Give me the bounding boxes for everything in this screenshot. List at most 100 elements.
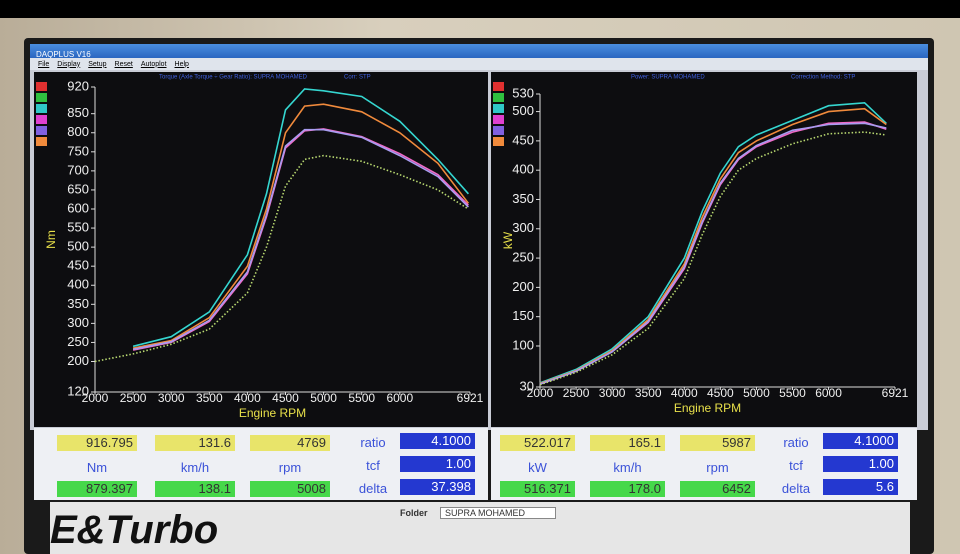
series-line (132, 88, 469, 348)
series-line (94, 154, 469, 363)
series-line (132, 128, 469, 351)
readout-value: 178.0 (590, 481, 665, 497)
x-tick-label: 4500 (707, 386, 734, 400)
x-axis-label: Engine RPM (674, 401, 741, 415)
readout-value: 4769 (250, 435, 330, 451)
readout-unit: km/h (613, 460, 642, 475)
menu-item[interactable]: Autoplot (140, 60, 167, 68)
x-axis-label: Engine RPM (239, 406, 306, 420)
x-tick-label: 3000 (599, 386, 626, 400)
x-tick-label: 3000 (158, 391, 185, 405)
y-tick-label: 250 (512, 250, 534, 265)
x-tick-label: 6000 (815, 386, 842, 400)
x-tick-label: 2000 (527, 386, 554, 400)
setting-value[interactable]: 1.00 (400, 456, 475, 472)
setting-label: ratio (783, 435, 809, 450)
y-tick-label: 450 (512, 132, 534, 147)
y-tick-label: 300 (512, 220, 534, 235)
readout-unit: kW (528, 460, 547, 475)
series-line (539, 131, 887, 386)
y-axis-label: Nm (44, 230, 58, 249)
setting-label: tcf (789, 458, 803, 473)
y-tick-label: 600 (67, 200, 89, 215)
y-tick-label: 500 (512, 103, 534, 118)
y-tick-label: 30 (520, 378, 534, 393)
x-tick-label: 6921 (457, 391, 484, 405)
readout-value: 165.1 (590, 435, 665, 451)
y-axis-label: kW (501, 231, 515, 249)
y-tick-label: 400 (512, 162, 534, 177)
y-tick-label: 350 (67, 296, 89, 311)
readout-value: 516.371 (500, 481, 575, 497)
y-tick-label: 300 (67, 315, 89, 330)
readout-unit: Nm (86, 460, 108, 475)
x-tick-label: 5500 (348, 391, 375, 405)
readout-value: 879.397 (57, 481, 137, 497)
series-line (539, 122, 887, 385)
series-line (132, 103, 470, 349)
legend-swatch (36, 104, 47, 113)
folder-name: SUPRA MOHAMED (440, 507, 557, 519)
setting-value[interactable]: 37.398 (400, 479, 475, 495)
readout-value: 138.1 (155, 481, 235, 497)
legend-swatch (493, 82, 504, 91)
y-tick-label: 200 (512, 279, 534, 294)
y-tick-label: 750 (67, 143, 89, 158)
x-tick-label: 5000 (743, 386, 770, 400)
menu-item[interactable]: Display (57, 60, 81, 68)
readout-value: 6452 (680, 481, 755, 497)
y-tick-label: 550 (67, 220, 89, 235)
y-tick-label: 120 (67, 383, 89, 398)
legend-swatch (36, 82, 47, 91)
footer-strip: E&Turbo Folder SUPRA MOHAMED (50, 502, 910, 554)
legend-swatch (493, 126, 504, 135)
menu-item[interactable]: Help (174, 60, 189, 68)
x-tick-label: 4000 (671, 386, 698, 400)
setting-label: delta (781, 481, 811, 496)
legend-swatch (493, 104, 504, 113)
series-line (539, 107, 887, 385)
top-band (0, 0, 960, 18)
y-tick-label: 920 (67, 78, 89, 93)
y-tick-label: 250 (67, 334, 89, 349)
readout-value: 5008 (250, 481, 330, 497)
legend-swatch (36, 137, 47, 146)
readout-unit: km/h (180, 460, 210, 475)
title-bar: DAQPLUS V16 (30, 44, 928, 59)
window-title: DAQPLUS V16 (36, 50, 91, 59)
menu-item[interactable]: Setup (88, 60, 107, 68)
y-tick-label: 650 (67, 181, 89, 196)
x-tick-label: 4000 (234, 391, 261, 405)
x-tick-label: 2500 (120, 391, 147, 405)
readout-unit: rpm (706, 460, 729, 475)
setting-value[interactable]: 4.1000 (823, 433, 898, 449)
setting-label: tcf (366, 458, 380, 473)
readout-value: 5987 (680, 435, 755, 451)
readout-unit: rpm (278, 460, 302, 475)
x-tick-label: 5500 (779, 386, 806, 400)
y-tick-label: 450 (67, 258, 89, 273)
chart-title: Torque (Axle Torque ÷ Gear Ratio): SUPRA… (159, 75, 308, 81)
y-tick-label: 700 (67, 162, 89, 177)
readout-value: 131.6 (155, 435, 235, 451)
setting-value[interactable]: 4.1000 (400, 433, 475, 449)
legend-swatch (493, 137, 504, 146)
setting-value[interactable]: 1.00 (823, 456, 898, 472)
chart-subtitle: Correction Method: STP (791, 75, 855, 81)
y-tick-label: 400 (67, 277, 89, 292)
x-tick-label: 2000 (82, 391, 109, 405)
legend-swatch (36, 126, 47, 135)
setting-value[interactable]: 5.6 (823, 479, 898, 495)
folder-label: Folder (400, 508, 428, 518)
x-tick-label: 6000 (386, 391, 413, 405)
chart-title: Power: SUPRA MOHAMED (631, 75, 705, 81)
menu-bar: File Display Setup Reset Autoplot Help (30, 58, 928, 70)
readout-value: 916.795 (57, 435, 137, 451)
menu-item[interactable]: Reset (114, 60, 133, 68)
y-tick-label: 500 (67, 239, 89, 254)
x-tick-label: 3500 (635, 386, 662, 400)
menu-item[interactable]: File (38, 60, 50, 68)
x-tick-label: 5000 (310, 391, 337, 405)
